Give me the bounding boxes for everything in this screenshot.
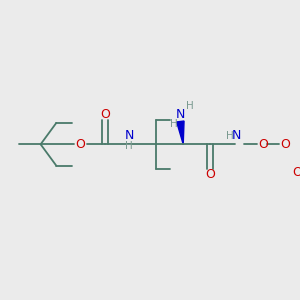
Text: N: N — [176, 108, 185, 121]
Text: O: O — [259, 138, 269, 151]
Text: N: N — [232, 129, 242, 142]
Text: H: H — [226, 131, 234, 141]
Text: O: O — [76, 138, 85, 151]
Text: H: H — [187, 101, 194, 111]
Text: O: O — [280, 138, 290, 151]
Text: O: O — [206, 168, 215, 181]
Text: H: H — [170, 119, 178, 129]
Polygon shape — [177, 121, 184, 144]
Text: O: O — [292, 166, 300, 178]
Text: N: N — [124, 129, 134, 142]
Text: O: O — [100, 108, 110, 121]
Text: H: H — [125, 141, 133, 151]
